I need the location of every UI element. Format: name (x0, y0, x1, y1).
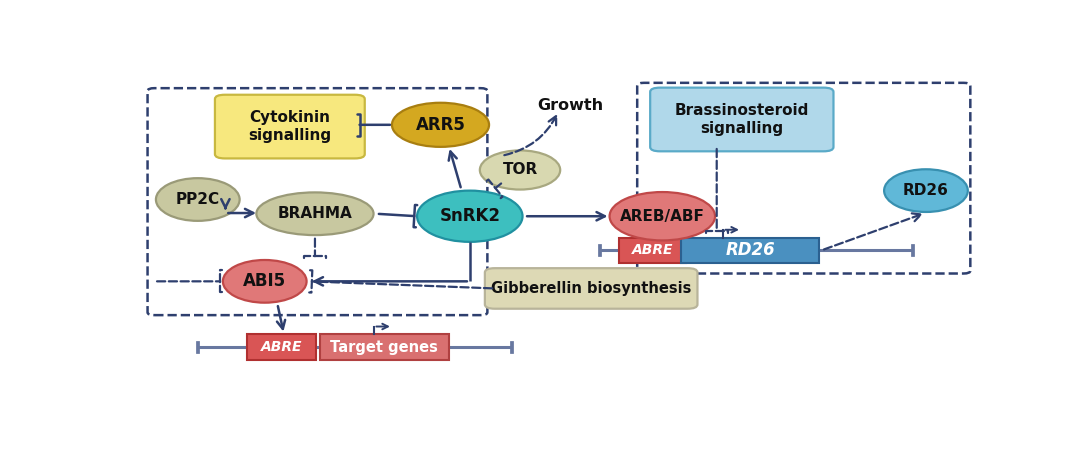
Text: Growth: Growth (537, 98, 604, 113)
Ellipse shape (256, 192, 374, 235)
Text: PP2C: PP2C (176, 192, 220, 207)
Ellipse shape (417, 191, 523, 242)
Text: ABRE: ABRE (632, 243, 673, 257)
Text: RD26: RD26 (903, 183, 949, 198)
Text: BRAHMA: BRAHMA (278, 206, 352, 221)
Ellipse shape (609, 192, 715, 240)
Text: ABI5: ABI5 (243, 272, 286, 290)
Ellipse shape (480, 151, 561, 189)
Text: ARR5: ARR5 (416, 116, 465, 134)
FancyBboxPatch shape (619, 237, 686, 263)
FancyBboxPatch shape (650, 88, 834, 152)
Text: SnRK2: SnRK2 (440, 207, 500, 225)
Ellipse shape (156, 178, 240, 221)
Text: Cytokinin
signalling: Cytokinin signalling (248, 110, 332, 143)
FancyBboxPatch shape (485, 268, 698, 309)
Text: RD26: RD26 (726, 241, 775, 259)
FancyBboxPatch shape (320, 334, 449, 360)
FancyBboxPatch shape (215, 95, 365, 158)
Text: TOR: TOR (502, 163, 538, 177)
FancyBboxPatch shape (246, 334, 316, 360)
Ellipse shape (392, 103, 489, 147)
Text: Target genes: Target genes (330, 340, 438, 355)
Text: ABRE: ABRE (260, 340, 302, 354)
Ellipse shape (222, 260, 307, 303)
Text: AREB/ABF: AREB/ABF (620, 209, 705, 224)
Text: Brassinosteroid
signalling: Brassinosteroid signalling (675, 103, 809, 136)
FancyBboxPatch shape (681, 237, 820, 263)
Ellipse shape (885, 169, 968, 212)
Text: Gibberellin biosynthesis: Gibberellin biosynthesis (491, 281, 691, 296)
